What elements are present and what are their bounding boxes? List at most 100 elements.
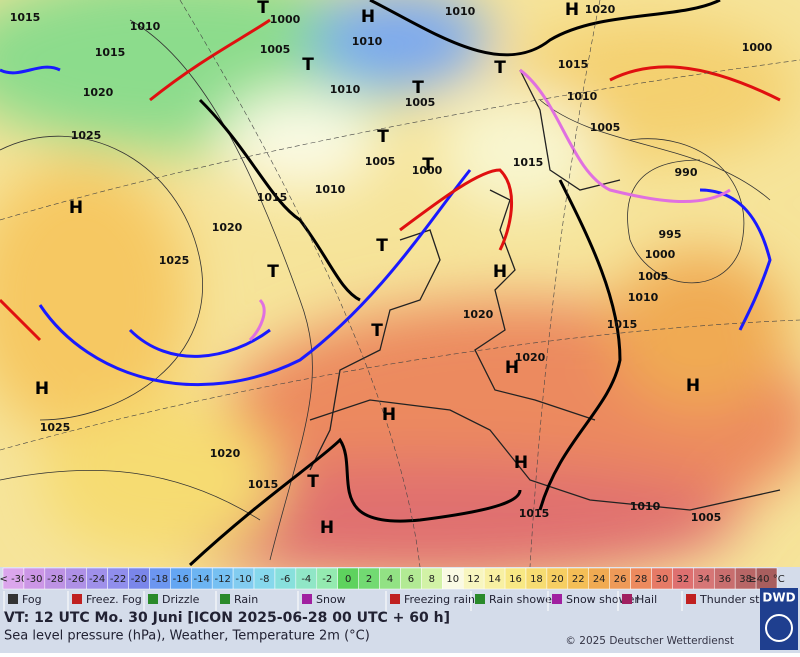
- logo-mark: [765, 614, 793, 642]
- scale-label: 34: [697, 574, 710, 585]
- isobar-label: 1015: [257, 191, 288, 204]
- isobar-label: 1010: [352, 35, 383, 48]
- scale-label: 4: [387, 574, 393, 585]
- legend-label: Drizzle: [162, 593, 200, 606]
- isobar-label: 1005: [405, 96, 436, 109]
- isobar-label: 1000: [270, 13, 301, 26]
- legend-label: Snow: [316, 593, 346, 606]
- scale-label: -26: [68, 574, 84, 585]
- scale-label: 24: [593, 574, 606, 585]
- legend-label: Fog: [22, 593, 42, 606]
- pressure-center: H: [382, 405, 396, 425]
- isobar-label: 990: [675, 166, 698, 179]
- legend-symbol: [686, 594, 696, 604]
- scale-label: -12: [214, 574, 230, 585]
- scale-label: ≥40 °C: [748, 574, 784, 585]
- legend-symbol: [8, 594, 18, 604]
- scale-label: -22: [110, 574, 126, 585]
- legend-label: Freez. Fog: [86, 593, 142, 606]
- isobar-label: 1010: [628, 291, 659, 304]
- legend-label: Snow shower: [566, 593, 639, 606]
- pressure-center: T: [371, 321, 383, 341]
- scale-label: 22: [572, 574, 585, 585]
- isobar-label: 1005: [638, 270, 669, 283]
- legend-symbol: [390, 594, 400, 604]
- pressure-center: H: [361, 7, 375, 27]
- pressure-center: H: [565, 0, 579, 20]
- isobar-label: 1015: [513, 156, 544, 169]
- pressure-center: T: [257, 0, 269, 18]
- fronts: [0, 18, 781, 387]
- isobar-label: 1010: [567, 90, 598, 103]
- legend-label: Freezing rain: [404, 593, 475, 606]
- legend-symbol: [302, 594, 312, 604]
- logo-box: [760, 588, 798, 650]
- isobar-label: 1000: [412, 164, 443, 177]
- pressure-center: H: [69, 198, 83, 218]
- scale-label: < -30: [0, 574, 27, 585]
- temperature-scale: < -30-30 -28 -26 -24 -22 -20 -18 -16 -14 -12 -10 -8…: [0, 567, 785, 590]
- isobar-label: 1015: [10, 11, 41, 24]
- copyright: © 2025 Deutscher Wetterdienst: [565, 635, 734, 647]
- logo: DWD: [762, 591, 795, 605]
- isobar-label: 1005: [691, 511, 722, 524]
- scale-label: -16: [173, 574, 189, 585]
- scale-label: 6: [408, 574, 414, 585]
- isobar-label: 1010: [330, 83, 361, 96]
- scale-label: 12: [467, 574, 480, 585]
- graticule: [0, 0, 800, 567]
- isobar-label: 1015: [558, 58, 589, 71]
- coastlines: [309, 69, 781, 511]
- isobar-label: 1015: [248, 478, 279, 491]
- isobar-label: 1015: [95, 46, 126, 59]
- pressure-center: T: [377, 127, 389, 147]
- valid-time: VT: 12 UTC Mo. 30 Juni [ICON 2025-06-28 …: [4, 610, 450, 626]
- description: Sea level pressure (hPa), Weather, Tempe…: [4, 629, 370, 644]
- pressure-center: T: [412, 78, 424, 98]
- scale-label: -24: [89, 574, 105, 585]
- pressure-center: T: [307, 472, 319, 492]
- scale-label: 10: [446, 574, 459, 585]
- pressure-center: H: [686, 376, 700, 396]
- isobar-label: 1020: [463, 308, 494, 321]
- legend-symbol: [552, 594, 562, 604]
- isobar-label: 1025: [159, 254, 190, 267]
- pressure-center: T: [267, 262, 279, 282]
- scale-label: 32: [676, 574, 689, 585]
- scale-label: -20: [131, 574, 147, 585]
- isobar-label: 1010: [315, 183, 346, 196]
- pressure-center: H: [35, 379, 49, 399]
- pressure-center: H: [320, 518, 334, 538]
- scale-label: -14: [194, 574, 210, 585]
- scale-label: 2: [366, 574, 372, 585]
- legend-label: Rain shower: [489, 593, 557, 606]
- legend-label: Hail: [636, 593, 657, 606]
- scale-label: 8: [429, 574, 435, 585]
- scale-label: 14: [488, 574, 501, 585]
- scale-label: 16: [509, 574, 522, 585]
- pressure-center: T: [376, 236, 388, 256]
- legend-symbol: [148, 594, 158, 604]
- pressure-center: H: [505, 358, 519, 378]
- scale-label: 0: [345, 574, 351, 585]
- scale-label: 38: [739, 574, 752, 585]
- isobar-label: 1025: [71, 129, 102, 142]
- isobar-label: 1020: [83, 86, 114, 99]
- scale-label: -10: [235, 574, 251, 585]
- isobar-label: 1005: [260, 43, 291, 56]
- isobar-label: 1005: [365, 155, 396, 168]
- scale-label: 30: [656, 574, 669, 585]
- scale-label: -4: [301, 574, 311, 585]
- isobar-label: 1020: [515, 351, 546, 364]
- scale-label: -28: [47, 574, 63, 585]
- isobar-label: 1020: [585, 3, 616, 16]
- scale-label: 36: [718, 574, 731, 585]
- pressure-center: T: [422, 155, 434, 175]
- isobar-label: 1010: [630, 500, 661, 513]
- isobars: [0, 19, 771, 561]
- scale-label: -8: [259, 574, 269, 585]
- scale-label: -30: [26, 574, 42, 585]
- isobar-label: 1015: [607, 318, 638, 331]
- pressure-center: T: [302, 55, 314, 75]
